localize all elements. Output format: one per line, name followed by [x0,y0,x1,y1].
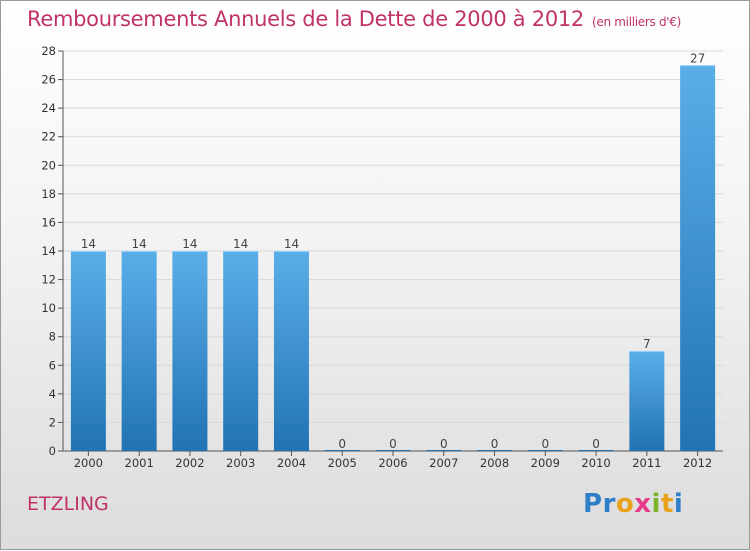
y-tick-label: 0 [49,444,56,458]
x-tick-label: 2004 [277,456,306,470]
value-label: 14 [81,237,96,251]
bar-2011 [629,351,665,451]
y-tick-label: 26 [41,73,56,87]
value-label: 14 [284,237,299,251]
y-tick-label: 20 [41,158,56,172]
bar-2002 [172,251,208,451]
bar-2001 [121,251,157,451]
value-label: 27 [690,51,705,65]
chart-title-text: Remboursements Annuels de la Dette de 20… [27,7,584,31]
bar-2010 [578,450,614,451]
value-label: 0 [491,437,499,451]
y-tick-label: 16 [41,215,56,229]
commune-name: ETZLING [27,493,109,515]
logo-letter: t [660,489,674,519]
logo-letter: r [602,489,616,519]
grid-lines [63,50,723,452]
labels: 2000 14 2001 14 2002 14 2003 14 2004 14 2005 0 2006 0… [74,51,713,470]
bar-2008 [477,450,513,451]
value-label: 7 [643,337,651,351]
x-tick-label: 2002 [175,456,204,470]
y-tick-label: 22 [41,130,56,144]
y-tick-label: 6 [49,358,56,372]
value-label: 0 [592,437,600,451]
y-tick-label: 18 [41,187,56,201]
y-tick-label: 8 [49,330,56,344]
y-tick-label: 2 [49,415,56,429]
x-tick-label: 2005 [328,456,357,470]
value-label: 0 [541,437,549,451]
proxiti-logo[interactable]: Proxiti [583,489,683,519]
logo-letter: i [651,489,661,519]
value-label: 0 [338,437,346,451]
bar-2006 [375,450,411,451]
x-tick-label: 2007 [429,456,458,470]
value-label: 14 [233,237,248,251]
chart-unit: (en milliers d'€) [592,15,682,29]
value-label: 0 [389,437,397,451]
y-tick-label: 14 [41,244,56,258]
logo-letter: P [583,489,603,519]
bar-2009 [527,450,563,451]
x-tick-label: 2003 [226,456,255,470]
value-label: 14 [132,237,147,251]
bar-2007 [426,450,462,451]
bar-2004 [273,251,309,451]
y-tick-label: 24 [41,101,56,115]
x-tick-label: 2011 [632,456,661,470]
y-tick-label: 12 [41,273,56,287]
x-tick-label: 2010 [581,456,610,470]
value-label: 0 [440,437,448,451]
x-tick-label: 2000 [74,456,103,470]
logo-letter: o [615,489,635,519]
x-tick-label: 2006 [378,456,407,470]
logo-letter: x [634,489,652,519]
y-tick-label: 28 [41,44,56,58]
bar-2003 [223,251,259,451]
x-tick-label: 2009 [531,456,560,470]
bar-2005 [324,450,360,451]
bar-2012 [680,65,716,452]
y-tick-label: 10 [41,301,56,315]
bars [70,65,716,452]
y-tick-label: 4 [49,387,56,401]
x-tick-label: 2001 [125,456,154,470]
chart-title: Remboursements Annuels de la Dette de 20… [27,7,681,31]
bar-2000 [70,251,106,451]
x-tick-label: 2008 [480,456,509,470]
logo-letter: i [673,489,684,519]
x-tick-label: 2012 [683,456,712,470]
value-label: 14 [182,237,197,251]
